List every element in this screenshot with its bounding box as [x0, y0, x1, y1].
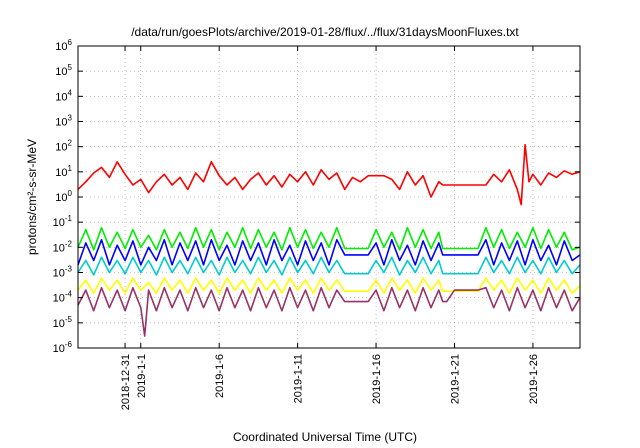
x-tick-label: 2019-1-21 [450, 354, 462, 404]
y-tick-label: 106 [55, 38, 72, 53]
y-tick-label: 10-1 [53, 214, 73, 229]
y-tick-label: 10-6 [53, 340, 73, 355]
chart-title: /data/run/goesPlots/archive/2019-01-28/f… [131, 25, 519, 39]
series-line-2 [77, 256, 581, 276]
y-axis-ticks: 10-6 10-5 10-4 10-3 10-2 10-1 100 101 102 103 104 1… [53, 38, 580, 355]
y-tick-label: 100 [55, 189, 72, 204]
y-tick-label: 10-5 [53, 315, 73, 330]
series-line-4 [77, 277, 581, 295]
x-tick-label: 2018-12-31 [120, 354, 132, 410]
y-tick-label: 101 [55, 164, 72, 179]
x-tick-label: 2019-1-26 [528, 354, 540, 404]
series-line-1 [77, 226, 581, 251]
y-tick-label: 105 [55, 63, 72, 78]
y-tick-label: 103 [55, 114, 72, 129]
x-axis-label: Coordinated Universal Time (UTC) [233, 430, 417, 444]
y-tick-label: 10-3 [53, 265, 73, 280]
series-line-3 [77, 239, 581, 266]
x-tick-label: 2019-1-6 [214, 354, 226, 398]
series-line-0 [77, 143, 581, 206]
x-tick-label: 2019-1-16 [371, 354, 383, 404]
series-layer [77, 143, 581, 337]
y-tick-label: 10-4 [53, 290, 73, 305]
y-tick-label: 104 [55, 88, 72, 103]
y-tick-label: 102 [55, 139, 72, 154]
x-tick-label: 2019-1-1 [136, 354, 148, 398]
x-axis-ticks: 2018-12-31 2019-1-1 2019-1-6 2019-1-11 2019-… [120, 46, 540, 410]
y-axis-label: protons/cm²-s-sr-MeV [25, 139, 39, 255]
series-line-5 [77, 286, 581, 337]
y-tick-label: 10-2 [53, 239, 73, 254]
x-tick-label: 2019-1-11 [293, 354, 305, 403]
